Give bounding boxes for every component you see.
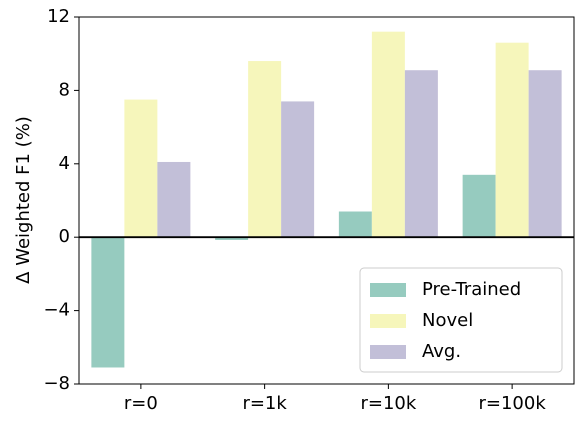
y-tick-label: 12 bbox=[47, 6, 70, 27]
bar bbox=[215, 237, 249, 240]
legend-box bbox=[359, 267, 563, 373]
bar bbox=[124, 99, 158, 238]
y-tick-label: −4 bbox=[43, 300, 70, 321]
bar bbox=[371, 31, 405, 238]
y-tick-label: 8 bbox=[59, 79, 70, 100]
y-axis-label: Δ Weighted F1 (%) bbox=[13, 116, 34, 284]
legend-swatch bbox=[370, 283, 406, 297]
bar bbox=[157, 161, 191, 238]
x-tick-label: r=100k bbox=[478, 393, 546, 414]
legend-label: Avg. bbox=[422, 341, 461, 362]
y-tick-label: −8 bbox=[43, 373, 70, 394]
legend-swatch bbox=[370, 314, 406, 328]
bar bbox=[248, 61, 282, 238]
legend-swatch bbox=[370, 345, 406, 359]
bar bbox=[404, 70, 438, 238]
bar bbox=[281, 101, 315, 238]
x-tick-label: r=10k bbox=[360, 393, 416, 414]
bar bbox=[462, 174, 496, 238]
x-tick-label: r=0 bbox=[124, 393, 158, 414]
x-tick-label: r=1k bbox=[242, 393, 287, 414]
y-tick-label: 0 bbox=[59, 226, 70, 247]
y-tick-label: 4 bbox=[59, 153, 70, 174]
bar bbox=[495, 42, 529, 238]
legend-label: Pre-Trained bbox=[422, 279, 521, 300]
bar bbox=[91, 237, 125, 368]
plot-frame bbox=[78, 16, 575, 385]
bar bbox=[528, 70, 562, 238]
bar bbox=[338, 211, 372, 238]
legend-label: Novel bbox=[422, 310, 473, 331]
